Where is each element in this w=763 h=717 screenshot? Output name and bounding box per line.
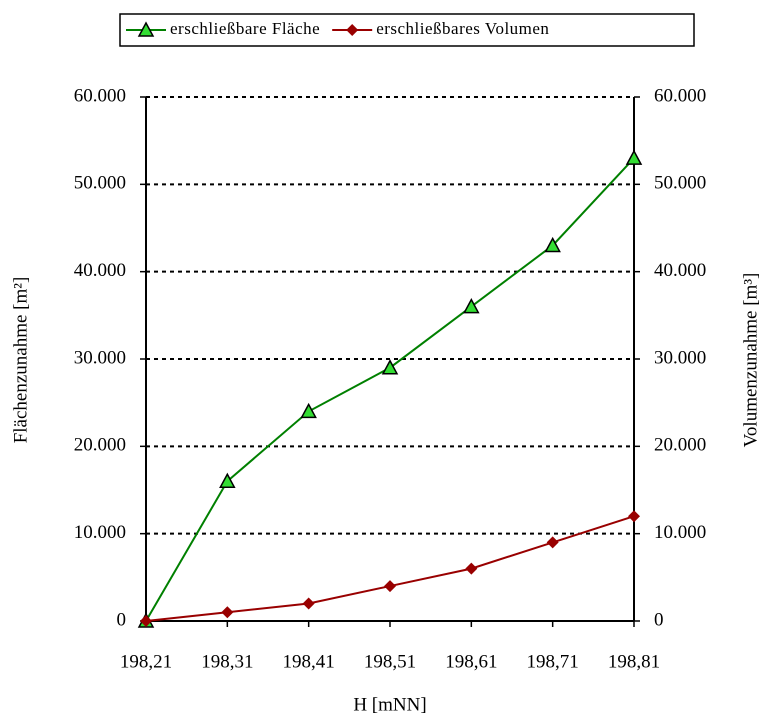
y-tick-label: 60.000 [74,85,126,106]
y-tick-label: 50.000 [74,173,126,194]
y-tick-label: 10.000 [74,522,126,543]
y2-tick-label: 20.000 [654,435,706,456]
legend-marker [137,21,155,37]
legend-marker [346,24,359,36]
data-point [381,359,399,375]
y2-tick-label: 40.000 [654,260,706,281]
y-tick-label: 0 [117,609,127,630]
x-tick-label: 198,81 [608,651,660,672]
legend-box [119,13,695,47]
y-axis-title: Flächenzunahme [m²] [10,277,31,444]
data-point [221,606,234,619]
y2-tick-label: 30.000 [654,347,706,368]
data-point [219,472,236,489]
y2-tick-label: 50.000 [654,173,706,194]
y2-axis-title: Volumenzunahme [m³] [740,273,761,448]
data-point [546,536,559,549]
data-point [384,580,396,593]
x-tick-label: 198,21 [120,651,172,672]
legend-label: erschließbare Fläche [170,19,320,38]
y2-tick-label: 60.000 [654,85,706,106]
x-tick-label: 198,51 [364,651,416,672]
y-tick-label: 20.000 [74,435,126,456]
legend-label: erschließbares Volumen [376,19,549,38]
data-point [300,402,317,419]
data-point [544,236,561,253]
data-point [625,149,643,165]
x-tick-label: 198,41 [283,651,335,672]
series-line [145,515,635,622]
y2-tick-label: 10.000 [654,522,706,543]
y-tick-label: 30.000 [74,347,126,368]
series-line [145,157,635,622]
data-point [302,597,315,610]
data-point [628,510,640,523]
x-tick-label: 198,31 [201,651,253,672]
x-axis-title: H [mNN] [353,694,426,715]
data-point [465,562,478,575]
y2-tick-label: 0 [654,609,664,630]
data-point [140,615,152,627]
y-tick-label: 40.000 [74,260,126,281]
x-tick-label: 198,61 [445,651,497,672]
data-point [463,298,480,314]
x-tick-label: 198,71 [527,651,579,672]
